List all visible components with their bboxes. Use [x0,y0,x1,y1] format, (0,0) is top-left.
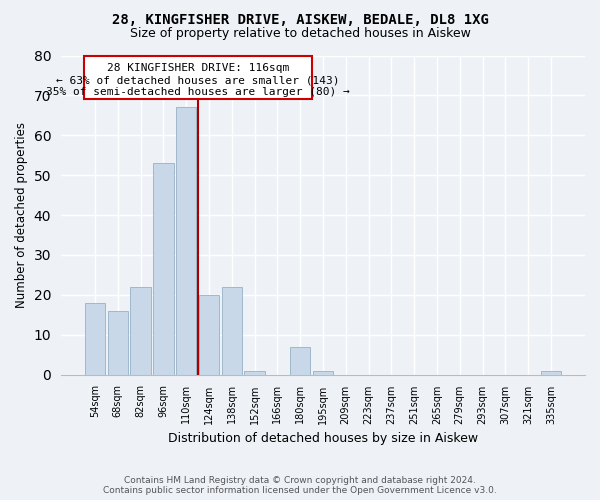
Bar [107,311,128,374]
Bar [221,287,242,374]
Bar [199,295,219,374]
Bar [176,108,196,374]
Text: 28 KINGFISHER DRIVE: 116sqm: 28 KINGFISHER DRIVE: 116sqm [107,62,289,72]
FancyBboxPatch shape [84,56,311,100]
Text: 28, KINGFISHER DRIVE, AISKEW, BEDALE, DL8 1XG: 28, KINGFISHER DRIVE, AISKEW, BEDALE, DL… [112,12,488,26]
Text: 35% of semi-detached houses are larger (80) →: 35% of semi-detached houses are larger (… [46,88,350,98]
Bar [541,370,561,374]
Text: Contains HM Land Registry data © Crown copyright and database right 2024.
Contai: Contains HM Land Registry data © Crown c… [103,476,497,495]
Bar [290,346,310,374]
Bar [244,370,265,374]
Text: Size of property relative to detached houses in Aiskew: Size of property relative to detached ho… [130,28,470,40]
Bar [130,287,151,374]
Bar [153,163,173,374]
Text: ← 63% of detached houses are smaller (143): ← 63% of detached houses are smaller (14… [56,76,340,86]
Bar [85,303,105,374]
X-axis label: Distribution of detached houses by size in Aiskew: Distribution of detached houses by size … [168,432,478,445]
Bar [313,370,333,374]
Y-axis label: Number of detached properties: Number of detached properties [15,122,28,308]
